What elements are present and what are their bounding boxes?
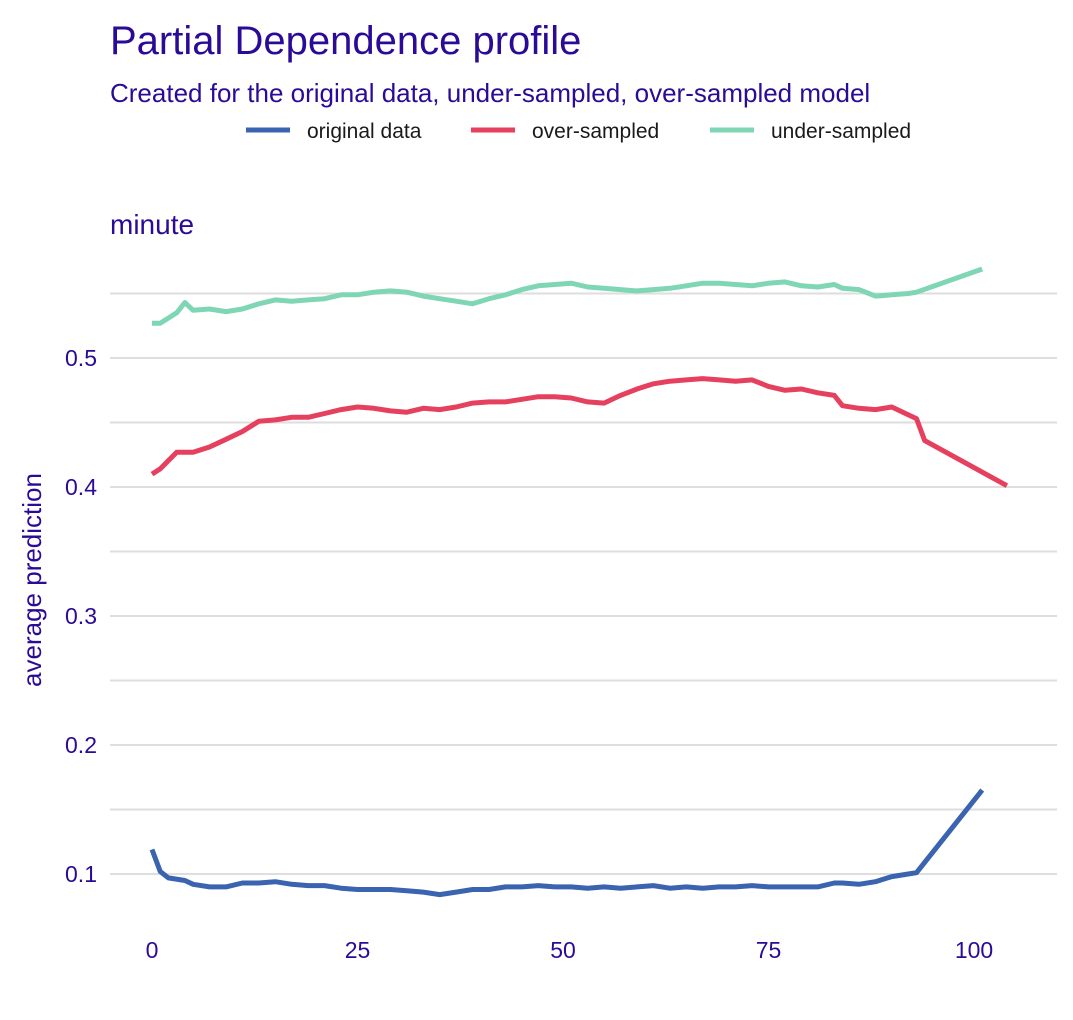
legend-label: over-sampled bbox=[532, 120, 659, 143]
y-tick-label: 0.3 bbox=[65, 603, 97, 629]
series-lines bbox=[149, 266, 1009, 898]
gridlines bbox=[110, 292, 1057, 875]
y-tick-label: 0.5 bbox=[65, 345, 97, 371]
x-tick-label: 50 bbox=[550, 937, 576, 963]
series-line-original-data bbox=[149, 788, 985, 898]
chart-subtitle: Created for the original data, under-sam… bbox=[110, 78, 870, 108]
y-tick-label: 0.4 bbox=[65, 474, 97, 500]
x-axis-ticks: 0 25 50 75 100 bbox=[146, 937, 994, 963]
legend: original data over-sampled under-sampled bbox=[246, 120, 911, 143]
series-line-under-sampled bbox=[152, 266, 984, 326]
x-tick-label: 25 bbox=[345, 937, 371, 963]
legend-label: under-sampled bbox=[771, 120, 911, 143]
y-axis-label: average prediction bbox=[17, 473, 47, 687]
chart-title: Partial Dependence profile bbox=[110, 19, 581, 63]
series-line-over-sampled bbox=[150, 376, 1009, 488]
y-tick-label: 0.2 bbox=[65, 732, 97, 758]
panel-label: minute bbox=[110, 209, 194, 240]
x-tick-label: 75 bbox=[756, 937, 782, 963]
x-tick-label: 0 bbox=[146, 937, 159, 963]
x-tick-label: 100 bbox=[955, 937, 993, 963]
y-axis-ticks: 0.1 0.2 0.3 0.4 0.5 bbox=[65, 345, 97, 887]
y-tick-label: 0.1 bbox=[65, 861, 97, 887]
legend-label: original data bbox=[307, 120, 422, 143]
